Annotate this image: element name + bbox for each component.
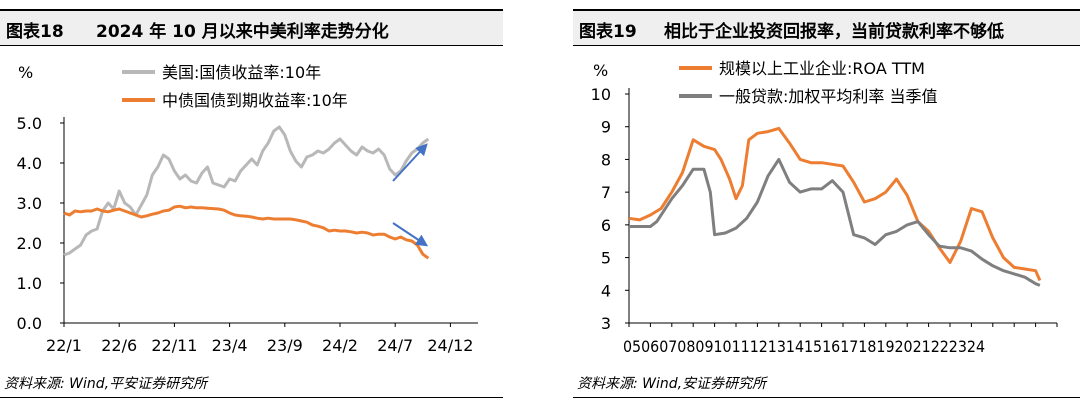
series-line-2 [63,204,430,260]
y-tick-label: 0.0 [17,314,42,333]
y-tick-label: 10 [591,85,611,104]
legend-label-1: 规模以上工业企业:ROA TTM [719,59,925,78]
x-tick-label: 22/6 [101,336,137,355]
series-line-2 [629,157,1041,287]
figure-title: 相比于企业投资回报率，当前贷款利率不够低 [664,22,1004,42]
chart-panel-18: 图表18 2024 年 10 月以来中美利率走势分化 % 0.0 1.0 2.0 3.0… [0,0,503,404]
source-note: 资料来源: Wind,安证券研究所 [577,376,767,392]
chart-panel-19: 图表19 相比于企业投资回报率，当前贷款利率不够低 % 3 4 5 6 7 8 9 10 0506… [573,0,1080,404]
figure-title-bar: 图表19 相比于企业投资回报率，当前贷款利率不够低 [573,9,1080,46]
x-tick-label: 24/2 [322,336,358,355]
x-tick-label: 24/12 [427,336,473,355]
y-tick-label: 5 [601,249,611,268]
figure-title-bar: 图表18 2024 年 10 月以来中美利率走势分化 [0,9,503,46]
source-note: 资料来源: Wind,平安证券研究所 [4,376,208,392]
legend-label-1: 美国:国债收益率:10年 [162,63,321,82]
bottom-rule [0,397,503,398]
figure-title: 2024 年 10 月以来中美利率走势分化 [96,22,389,42]
series-line-1 [628,126,1042,282]
x-tick-label: 23/4 [212,336,248,355]
bottom-rule [573,397,1080,398]
y-axis-unit: % [593,61,608,80]
x-tick-label: 24/7 [377,336,413,355]
trend-arrow-2 [392,222,429,247]
x-tick-label: 23/9 [267,336,303,355]
y-tick-label: 5.0 [17,114,42,133]
y-tick-label: 9 [601,118,611,137]
line-chart-18: % 0.0 1.0 2.0 3.0 4.0 5.0 22/1 22/6 22/11 23/4 23/9… [17,63,478,355]
series-line-1 [63,125,430,257]
x-tick-labels: 0506070809101112131415161718192021222324 [623,337,985,356]
y-axis-unit: % [18,63,33,82]
x-tick-label: 22/11 [151,336,197,355]
y-tick-label: 4.0 [17,154,42,173]
legend-label-2: 中债国债到期收益率:10年 [162,91,348,110]
legend-label-2: 一般贷款:加权平均利率 当季值 [719,87,937,106]
x-tick-label: 22/1 [46,336,82,355]
y-tick-label: 3.0 [17,194,42,213]
y-tick-label: 2.0 [17,234,42,253]
trend-arrow-1 [392,143,428,182]
y-tick-label: 8 [601,150,611,169]
y-tick-label: 4 [601,281,611,300]
y-tick-label: 1.0 [17,274,42,293]
y-tick-label: 6 [601,216,611,235]
y-tick-label: 3 [601,314,611,333]
line-chart-19: % 3 4 5 6 7 8 9 10 050607080910111213141516171819… [591,59,1058,356]
figure-number: 图表18 [6,22,64,42]
figure-number: 图表19 [579,22,637,42]
y-tick-label: 7 [601,183,611,202]
